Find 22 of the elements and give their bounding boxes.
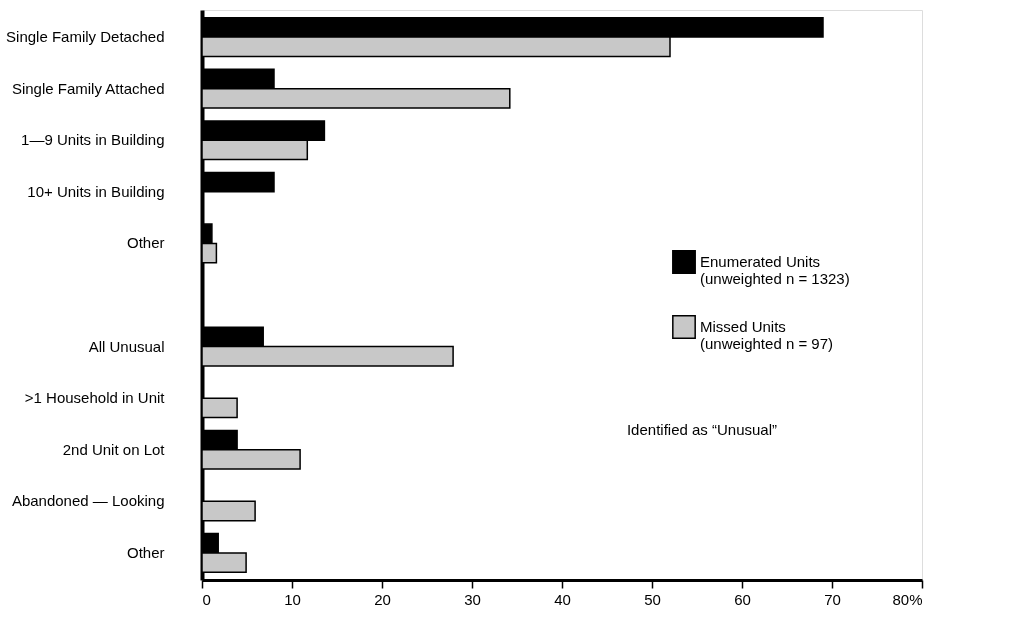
y-tick-label: Other <box>126 234 165 252</box>
x-tick-label: 30 <box>464 590 481 608</box>
y-tick-label: >1 Household in Unit <box>24 389 166 407</box>
y-tick-label: Single Family Attached <box>11 79 165 97</box>
x-tick-label: 20 <box>374 590 391 608</box>
annotation: Identified as “Unusual” <box>626 421 778 438</box>
y-tick-label: All Unusual <box>88 337 165 355</box>
y-tick-label: 10+ Units in Building <box>27 182 165 200</box>
x-tick-label: 40 <box>554 590 571 608</box>
legend-label: Missed Units (unweighted n = 97) <box>700 318 834 352</box>
y-tick-label: Other <box>126 543 165 561</box>
x-tick-label: 70 <box>824 590 841 608</box>
x-tick-label: 0 <box>202 590 211 608</box>
y-tick-label: Single Family Detached <box>6 28 165 46</box>
y-tick-label: 1—9 Units in Building <box>21 131 165 149</box>
x-tick-label: 50 <box>644 590 661 608</box>
y-tick-label: 2nd Unit on Lot <box>62 440 166 458</box>
x-tick-label: 10 <box>284 590 301 608</box>
x-tick-label: 60 <box>734 590 751 608</box>
y-tick-label: Abandoned — Looking <box>11 492 165 510</box>
legend-label: Enumerated Units (unweighted n = 1323) <box>700 253 850 287</box>
x-tick-label: 80% <box>892 590 923 608</box>
